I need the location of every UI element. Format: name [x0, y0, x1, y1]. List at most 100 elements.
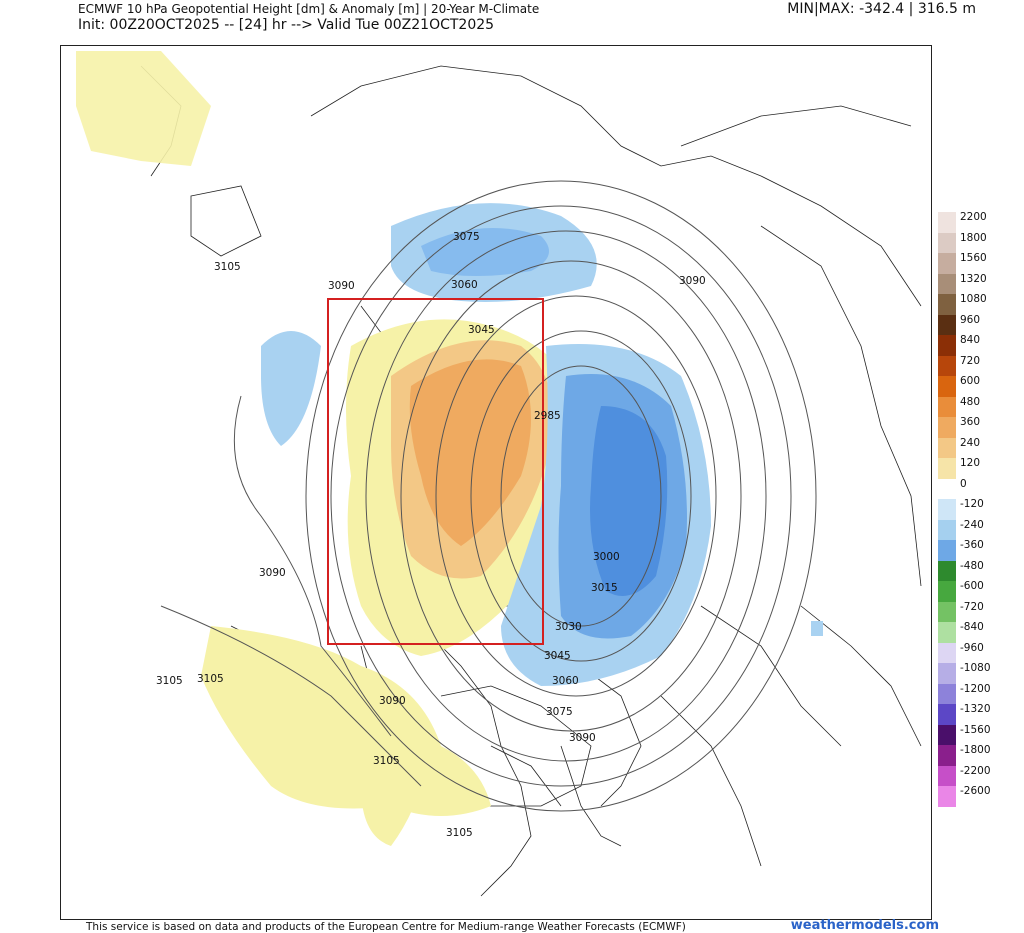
legend-label: -360 [960, 539, 984, 551]
map-title: ECMWF 10 hPa Geopotential Height [dm] & … [78, 2, 540, 16]
legend-swatch [938, 663, 956, 684]
legend-swatch [938, 273, 956, 294]
legend-label: 0 [960, 477, 967, 490]
legend-row: -960 [938, 641, 1020, 663]
legend-swatch [938, 437, 956, 458]
legend-row: 840 [938, 334, 1020, 356]
legend-label: 240 [960, 436, 981, 449]
contour-label: 3090 [259, 567, 286, 579]
legend-swatch [938, 376, 956, 397]
legend-swatch [938, 724, 956, 745]
legend-row: 120 [938, 457, 1020, 479]
legend-label: -1320 [960, 703, 991, 715]
legend-label: 480 [960, 395, 981, 408]
legend-row: -720 [938, 600, 1020, 622]
legend-row: -2600 [938, 785, 1020, 807]
legend-swatch [938, 540, 956, 561]
legend-label: 1800 [960, 231, 987, 244]
legend-label: -2600 [960, 785, 991, 797]
contour-labels: 3105 3075 3090 3060 3045 2985 3000 3015 … [156, 231, 706, 839]
legend-label: 1560 [960, 252, 987, 264]
legend-label: -720 [960, 600, 984, 613]
color-legend: 2200 1800 1560 1320 1080 960 840 720 600 480 360 24… [938, 211, 1020, 807]
legend-row: -2200 [938, 764, 1020, 786]
legend-label: -120 [960, 498, 984, 510]
legend-swatch [938, 314, 956, 335]
legend-row: 1560 [938, 252, 1020, 274]
legend-label: -1560 [960, 723, 991, 736]
legend-label: 840 [960, 334, 981, 346]
legend-label: -1200 [960, 682, 991, 695]
contour-label: 3090 [679, 275, 706, 287]
contour-label: 3060 [552, 675, 579, 687]
contour-label: 3105 [197, 673, 224, 685]
legend-row: 960 [938, 313, 1020, 335]
legend-row: -1800 [938, 744, 1020, 766]
legend-swatch [938, 560, 956, 581]
legend-swatch [938, 786, 956, 807]
legend-swatch [938, 478, 956, 499]
legend-swatch [938, 212, 956, 233]
legend-label: 360 [960, 416, 981, 428]
contour-label: 3090 [379, 695, 406, 707]
contour-label: 2985 [534, 410, 561, 422]
legend-row: 2200 [938, 211, 1020, 233]
contour-label: 3015 [591, 582, 618, 594]
legend-swatch [938, 458, 956, 479]
legend-label: -240 [960, 518, 984, 531]
legend-label: -1800 [960, 744, 991, 756]
contour-label: 3105 [156, 675, 183, 687]
legend-row: -1320 [938, 703, 1020, 725]
legend-row: -360 [938, 539, 1020, 561]
legend-swatch [938, 745, 956, 766]
contour-label: 3030 [555, 621, 582, 633]
height-contours [160, 180, 817, 812]
legend-swatch [938, 642, 956, 663]
legend-label: -600 [960, 580, 984, 592]
legend-label: -960 [960, 641, 984, 654]
attribution-text: This service is based on data and produc… [86, 921, 686, 933]
legend-label: 1080 [960, 293, 987, 305]
legend-row: 600 [938, 375, 1020, 397]
map-subtitle: Init: 00Z20OCT2025 -- [24] hr --> Valid … [78, 17, 495, 33]
contour-label: 3000 [593, 551, 620, 563]
legend-row: -480 [938, 560, 1020, 581]
legend-swatch [938, 396, 956, 417]
legend-swatch [938, 417, 956, 438]
legend-row: -240 [938, 518, 1020, 540]
contour-label: 3090 [569, 732, 596, 744]
legend-swatch [938, 232, 956, 253]
legend-row: -1560 [938, 723, 1020, 745]
legend-row: 240 [938, 436, 1020, 458]
contour-label: 3075 [453, 231, 480, 243]
map-panel: 3105 3075 3090 3060 3045 2985 3000 3015 … [60, 45, 932, 920]
legend-swatch [938, 355, 956, 376]
legend-row: 480 [938, 395, 1020, 417]
anomaly-shading [76, 51, 823, 846]
contour-label: 3105 [373, 755, 400, 767]
legend-swatch [938, 601, 956, 622]
legend-swatch [938, 683, 956, 704]
legend-swatch [938, 704, 956, 725]
legend-swatch [938, 581, 956, 602]
brand-link[interactable]: weathermodels.com [790, 918, 939, 933]
legend-row: -1200 [938, 682, 1020, 704]
legend-label: -2200 [960, 764, 991, 777]
legend-label: -1080 [960, 662, 991, 674]
contour-label: 3090 [328, 280, 355, 292]
contour-label: 3075 [546, 706, 573, 718]
legend-swatch [938, 622, 956, 643]
legend-row: 1320 [938, 273, 1020, 294]
legend-row: 720 [938, 354, 1020, 376]
contour-label: 3045 [544, 650, 571, 662]
min-max-readout: MIN|MAX: -342.4 | 316.5 m [787, 1, 976, 17]
legend-label: 600 [960, 375, 981, 387]
contour-label: 3045 [468, 324, 495, 336]
legend-label: 960 [960, 313, 981, 326]
contour-label: 3060 [451, 279, 478, 291]
legend-label: 720 [960, 354, 981, 367]
highlight-box [327, 298, 544, 645]
legend-swatch [938, 499, 956, 520]
legend-label: -840 [960, 621, 984, 633]
legend-row: -120 [938, 498, 1020, 520]
